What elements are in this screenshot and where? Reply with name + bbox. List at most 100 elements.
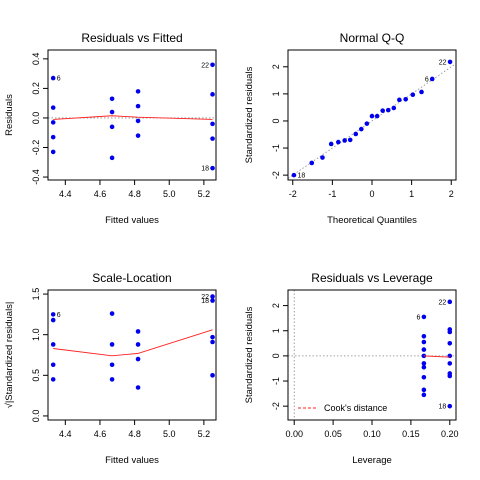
data-point [109, 155, 115, 161]
data-point [210, 165, 215, 171]
data-point [374, 113, 380, 119]
y-tick-label: -0.2 [31, 140, 41, 156]
data-point [336, 139, 341, 145]
data-point [447, 361, 453, 366]
data-point [369, 113, 375, 119]
plot-frame [47, 289, 217, 421]
y-tick-label: 1 [271, 328, 281, 333]
data-point [403, 96, 408, 102]
panel-rvl: Residuals vs Leverage Leverage Standardize… [244, 271, 459, 466]
data-point [359, 126, 364, 132]
x-tick-label: 5.2 [198, 429, 211, 439]
panel-title: Scale-Location [92, 271, 171, 285]
point-label: 18 [201, 166, 209, 173]
data-point [50, 134, 56, 140]
data-point [109, 377, 115, 382]
data-point [50, 75, 56, 81]
data-point [421, 387, 427, 393]
data-point [50, 312, 56, 317]
data-point [429, 76, 435, 82]
y-tick-label: 0.0 [31, 112, 41, 125]
y-tick-label: -2 [271, 402, 281, 410]
data-point [421, 339, 427, 345]
data-point [135, 385, 141, 390]
data-point [320, 155, 325, 160]
data-point [447, 59, 453, 65]
data-point [109, 109, 115, 115]
data-point [210, 339, 215, 345]
x-tick-label: 4.8 [128, 189, 141, 199]
x-tick-label: 4.8 [128, 429, 141, 439]
data-point [135, 329, 141, 334]
x-tick-label: 0.05 [324, 429, 342, 439]
panel-qq: Normal Q-Q Theoretical Quantiles Standardi… [244, 31, 457, 226]
data-point [328, 141, 334, 147]
data-point [210, 373, 215, 378]
y-tick-label: 0.4 [31, 53, 41, 66]
y-axis-label: √|Standardized residuals| [4, 302, 15, 409]
x-tick-label: 0.00 [285, 429, 303, 439]
data-point [291, 172, 297, 178]
y-tick-label: -2 [271, 171, 281, 179]
data-point [421, 333, 427, 339]
y-tick-label: 0.5 [31, 369, 41, 382]
data-point [210, 334, 215, 340]
x-axis-label: Fitted values [105, 215, 159, 226]
point-label: 18 [297, 173, 305, 180]
data-point [210, 298, 215, 303]
point-label: 22 [201, 294, 209, 301]
x-tick-label: 4.4 [59, 189, 72, 199]
point-label: 6 [57, 312, 61, 319]
legend-label: Cook's distance [324, 403, 387, 413]
x-tick-label: -2 [289, 189, 297, 199]
y-tick-label: 0.0 [31, 410, 41, 423]
x-axis-label: Leverage [352, 455, 392, 466]
data-point [50, 377, 56, 382]
data-point [364, 121, 370, 126]
y-axis-label: Standardized residuals [244, 306, 255, 403]
x-tick-label: 4.6 [94, 189, 107, 199]
data-point [135, 133, 141, 138]
data-point [210, 62, 215, 68]
point-label: 22 [438, 299, 446, 306]
data-point [135, 89, 141, 94]
data-point [410, 92, 416, 97]
data-point [421, 314, 427, 320]
data-point [135, 118, 141, 124]
data-point [447, 299, 453, 305]
data-point [353, 131, 359, 137]
qq-reference-line [287, 63, 457, 179]
y-tick-label: 0.2 [31, 82, 41, 95]
data-point [380, 108, 385, 113]
data-point [421, 347, 427, 352]
data-point [109, 96, 115, 102]
data-point [109, 124, 115, 130]
y-tick-label: -1 [271, 144, 281, 152]
x-tick-label: 5.0 [163, 189, 176, 199]
data-point [210, 294, 215, 299]
data-point [135, 103, 141, 109]
point-label: 6 [425, 76, 429, 83]
data-point [385, 107, 391, 113]
x-tick-label: 0.15 [402, 429, 420, 439]
x-tick-label: -1 [328, 189, 336, 199]
smooth-trend-line [53, 329, 213, 357]
point-label: 22 [439, 59, 447, 66]
data-point [109, 362, 115, 368]
y-axis-label: Standardized residuals [244, 66, 255, 163]
data-point [421, 361, 427, 366]
point-label: 6 [416, 314, 420, 321]
x-axis-label: Fitted values [105, 455, 159, 466]
data-point [135, 356, 141, 362]
data-point [50, 362, 56, 368]
data-point [421, 364, 427, 370]
x-tick-label: 5.0 [163, 429, 176, 439]
panel-rvf: Residuals vs Fitted Fitted values Residual… [4, 31, 217, 226]
x-tick-label: 4.4 [59, 429, 72, 439]
data-point [421, 392, 427, 398]
data-point [50, 317, 56, 323]
x-tick-label: 0.20 [441, 429, 459, 439]
y-tick-label: 1.5 [31, 288, 41, 301]
data-point [50, 149, 56, 155]
